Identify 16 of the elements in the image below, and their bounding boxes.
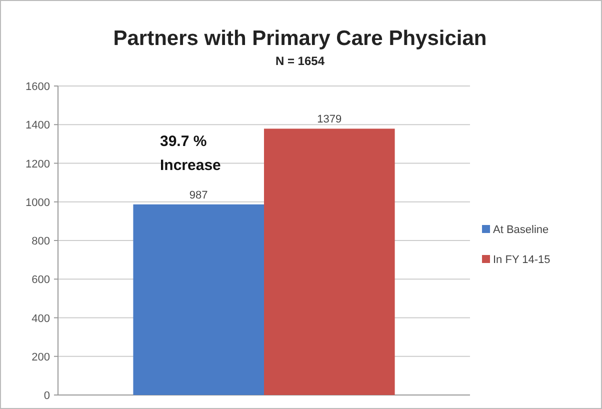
y-tick-label: 200: [32, 351, 50, 364]
chart-subtitle: N = 1654: [275, 54, 325, 68]
y-tick-label: 0: [44, 390, 50, 402]
y-tick-label: 600: [32, 274, 50, 286]
legend-label: At Baseline: [493, 224, 549, 236]
annotation: 39.7 % Increase: [160, 133, 221, 174]
y-tick-label: 1600: [26, 81, 50, 93]
y-tick-label: 1000: [26, 196, 50, 209]
y-tick-label: 800: [32, 236, 50, 248]
legend-label: In FY 14-15: [493, 254, 550, 266]
data-label: 987: [189, 189, 208, 202]
data-label: 1379: [317, 114, 342, 126]
y-tick-label: 1400: [26, 120, 50, 132]
y-tick-label: 1200: [26, 158, 50, 170]
y-tick-label: 400: [32, 312, 50, 325]
chart-title: Partners with Primary Care Physician: [113, 27, 487, 50]
